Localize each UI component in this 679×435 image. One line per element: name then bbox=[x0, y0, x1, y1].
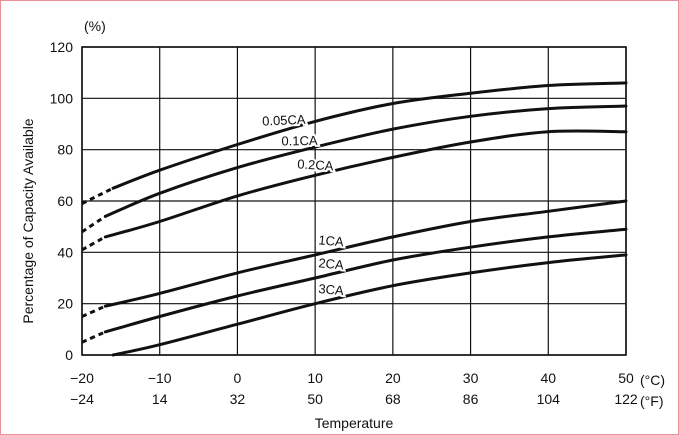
series-curves bbox=[81, 81, 628, 357]
x-tick-label-fahrenheit: 14 bbox=[152, 391, 168, 407]
x-tick-label-fahrenheit: 86 bbox=[463, 391, 479, 407]
x-tick-label-celsius: 20 bbox=[385, 370, 401, 386]
x-unit-fahrenheit: (°F) bbox=[640, 393, 663, 409]
x-tick-label-celsius: 30 bbox=[463, 370, 479, 386]
series-line-dashed-0.1CA bbox=[81, 215, 107, 234]
series-line-3CA bbox=[111, 253, 628, 357]
series-line-0.1CA bbox=[103, 104, 628, 218]
x-tick-label-fahrenheit: 104 bbox=[537, 391, 561, 407]
series-line-0.05CA bbox=[111, 81, 628, 190]
y-tick-label: 80 bbox=[57, 142, 73, 158]
x-tick-label-celsius: −20 bbox=[70, 370, 94, 386]
grid bbox=[81, 46, 627, 356]
series-line-0.2CA bbox=[103, 129, 628, 239]
series-line-dashed-2CA bbox=[81, 330, 106, 344]
x-tick-label-fahrenheit: 32 bbox=[230, 391, 246, 407]
series-label: 2CA bbox=[318, 255, 345, 272]
x-tick-label-celsius: 50 bbox=[618, 370, 634, 386]
y-tick-labels: 0 20 40 60 80 100 120 bbox=[50, 39, 74, 363]
y-tick-label: 120 bbox=[50, 39, 74, 55]
series-label: 3CA bbox=[318, 281, 345, 298]
series-label: 1CA bbox=[318, 232, 345, 249]
series-line-2CA bbox=[103, 227, 628, 334]
series-line-dashed-1CA bbox=[81, 304, 106, 318]
y-tick-label: 100 bbox=[50, 90, 74, 106]
y-unit-label: (%) bbox=[84, 18, 106, 34]
y-tick-label: 20 bbox=[57, 296, 73, 312]
y-tick-label: 40 bbox=[57, 244, 73, 260]
series-label: 0.2CA bbox=[297, 156, 334, 173]
series-line-1CA bbox=[103, 199, 628, 308]
x-tick-label-celsius: 40 bbox=[540, 370, 556, 386]
x-tick-label-celsius: −10 bbox=[148, 370, 172, 386]
series-labels: 0.05CA 0.1CA 0.2CA 1CA 2CA 3CA bbox=[260, 110, 347, 300]
series-line-dashed-0.05CA bbox=[81, 186, 114, 205]
series-line-dashed-0.2CA bbox=[81, 235, 107, 252]
x-tick-label-celsius: 0 bbox=[234, 370, 242, 386]
y-axis-label: Percentage of Capacity Available bbox=[20, 118, 36, 323]
x-tick-label-fahrenheit: 122 bbox=[614, 391, 638, 407]
x-axis-label: Temperature bbox=[315, 415, 394, 431]
x-tick-label-fahrenheit: 50 bbox=[307, 391, 323, 407]
x-tick-label-fahrenheit: −24 bbox=[70, 391, 94, 407]
x-unit-celsius: (°C) bbox=[640, 372, 665, 388]
y-tick-label: 60 bbox=[57, 193, 73, 209]
x-tick-labels: −20 −24 −10 14 0 32 10 50 20 68 30 86 40 104 50 122 bbox=[70, 370, 638, 407]
y-tick-label: 0 bbox=[65, 347, 73, 363]
series-label: 0.1CA bbox=[281, 133, 318, 149]
x-tick-label-fahrenheit: 68 bbox=[385, 391, 401, 407]
x-tick-label-celsius: 10 bbox=[307, 370, 323, 386]
series-label: 0.05CA bbox=[262, 112, 306, 129]
